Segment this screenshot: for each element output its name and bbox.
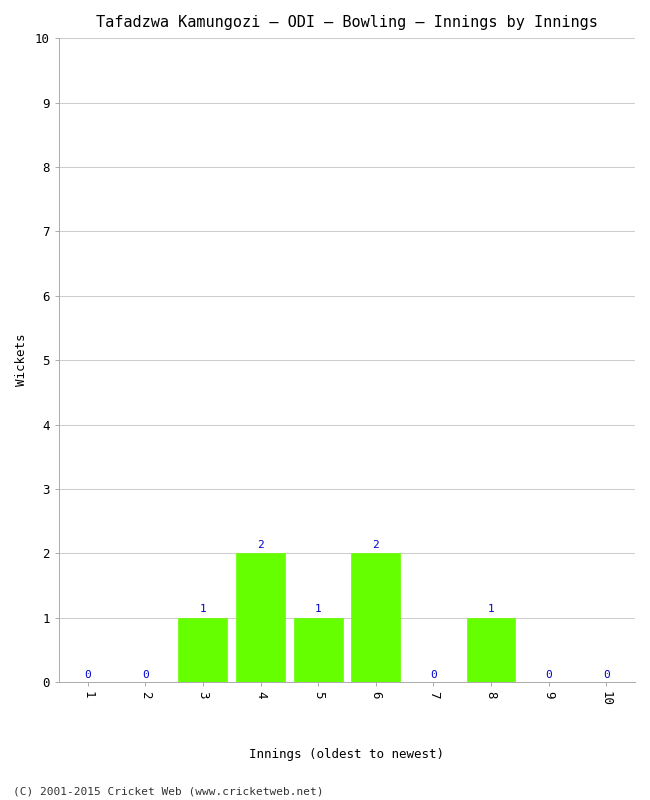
Y-axis label: Wickets: Wickets <box>15 334 28 386</box>
Text: 0: 0 <box>603 670 610 680</box>
Bar <box>467 618 515 682</box>
Text: 0: 0 <box>545 670 552 680</box>
Text: 2: 2 <box>372 540 379 550</box>
Text: 0: 0 <box>142 670 149 680</box>
Text: 1: 1 <box>488 604 495 614</box>
Title: Tafadzwa Kamungozi – ODI – Bowling – Innings by Innings: Tafadzwa Kamungozi – ODI – Bowling – Inn… <box>96 15 598 30</box>
Text: 2: 2 <box>257 540 264 550</box>
Text: 1: 1 <box>315 604 322 614</box>
Bar <box>236 554 285 682</box>
Text: 0: 0 <box>430 670 437 680</box>
Text: (C) 2001-2015 Cricket Web (www.cricketweb.net): (C) 2001-2015 Cricket Web (www.cricketwe… <box>13 786 324 796</box>
X-axis label: Innings (oldest to newest): Innings (oldest to newest) <box>250 748 445 761</box>
Bar <box>179 618 228 682</box>
Bar <box>294 618 343 682</box>
Text: 1: 1 <box>200 604 206 614</box>
Text: 0: 0 <box>84 670 91 680</box>
Bar <box>351 554 400 682</box>
